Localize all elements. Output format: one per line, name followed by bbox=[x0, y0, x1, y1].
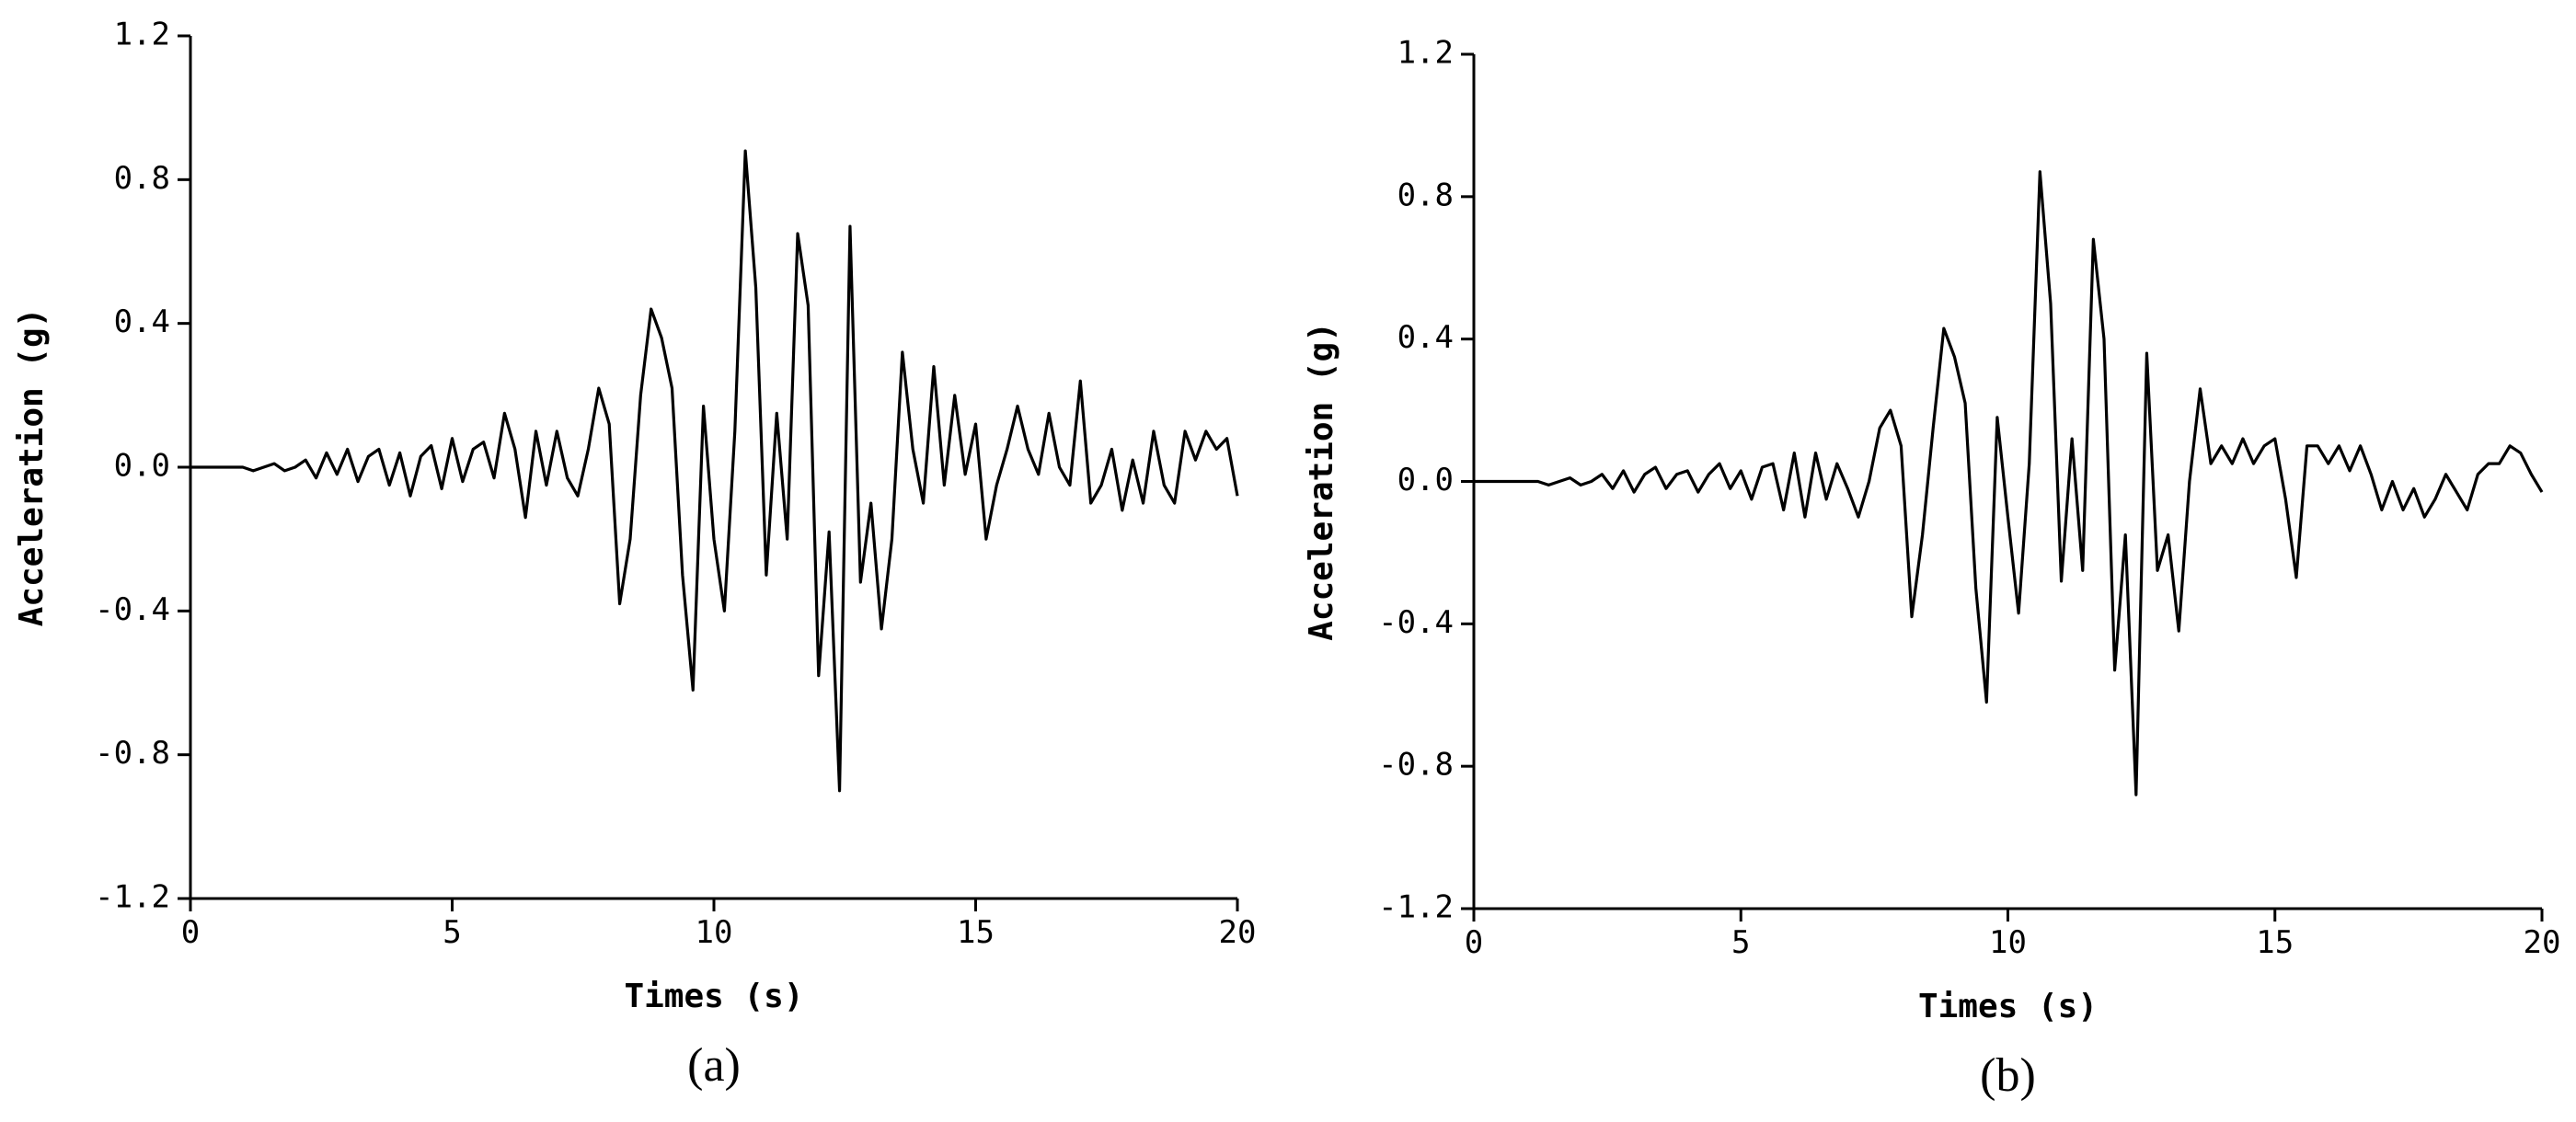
x-tick-label: 20 bbox=[2524, 924, 2561, 961]
data-line bbox=[1474, 170, 2544, 796]
y-tick-label: -1.2 bbox=[1378, 889, 1454, 926]
y-tick-label: 0.8 bbox=[114, 160, 170, 197]
y-tick-label: 0.4 bbox=[1397, 319, 1454, 356]
y-tick-label: 0.4 bbox=[114, 303, 170, 340]
x-tick-label: 20 bbox=[1219, 914, 1257, 951]
y-tick-label: -1.2 bbox=[95, 879, 170, 916]
x-tick-label: 15 bbox=[2256, 924, 2294, 961]
y-tick-label: 0.0 bbox=[1397, 462, 1454, 498]
x-tick-label: 5 bbox=[443, 914, 461, 951]
x-tick-label: 0 bbox=[181, 914, 200, 951]
x-tick-label: 15 bbox=[957, 914, 995, 951]
chart-panel: -1.2 -0.8 -0.4 0.0 0.4 0.8 1.2 0 5 10 15 20 Times (s… bbox=[1303, 35, 2560, 1103]
x-tick-label: 10 bbox=[1989, 924, 2027, 961]
y-tick-label: -0.4 bbox=[95, 591, 170, 628]
y-tick-label: -0.8 bbox=[1378, 747, 1454, 784]
x-tick-label: 0 bbox=[1465, 924, 1483, 961]
y-tick-label: -0.8 bbox=[95, 735, 170, 772]
y-axis-title: Acceleration (g) bbox=[1303, 322, 1340, 641]
y-tick-label: 1.2 bbox=[1397, 35, 1454, 72]
y-tick-label: 1.2 bbox=[114, 17, 170, 53]
y-axis-title: Acceleration (g) bbox=[13, 308, 51, 627]
x-axis-title: Times (s) bbox=[624, 978, 803, 1015]
y-tick-label: -0.4 bbox=[1378, 604, 1454, 641]
x-tick-label: 5 bbox=[1731, 924, 1750, 961]
x-axis-title: Times (s) bbox=[1918, 988, 2098, 1025]
x-tick-label: 10 bbox=[696, 914, 733, 951]
panel-caption: (a) bbox=[687, 1039, 741, 1092]
y-tick-label: 0.8 bbox=[1397, 177, 1454, 213]
chart-panel: -1.2 -0.8 -0.4 0.0 0.4 0.8 1.2 0 5 10 15 20 Times (s… bbox=[13, 17, 1256, 1093]
panel-caption: (b) bbox=[1980, 1049, 2036, 1102]
data-line bbox=[190, 149, 1239, 793]
y-tick-label: 0.0 bbox=[114, 448, 170, 485]
